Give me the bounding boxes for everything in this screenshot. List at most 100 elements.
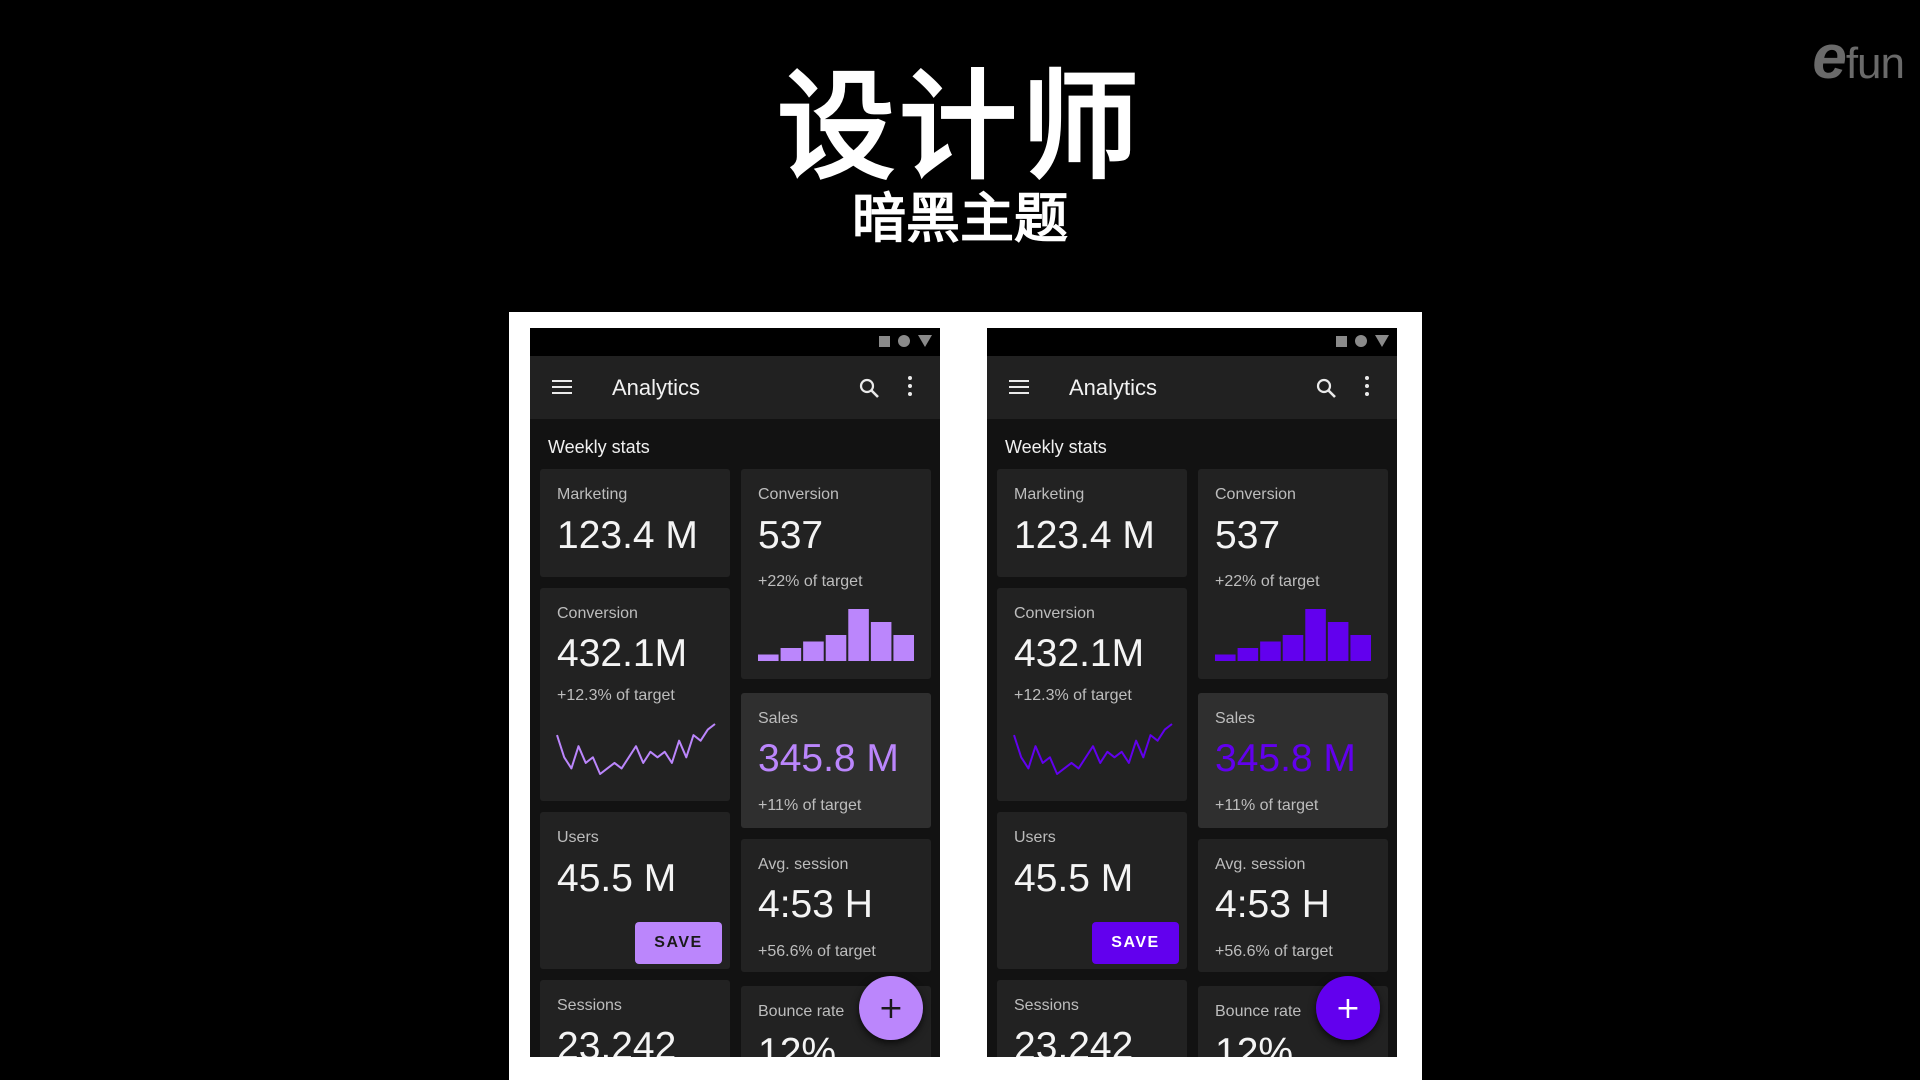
card-label: Conversion	[1014, 605, 1095, 622]
recent-apps-icon	[879, 335, 890, 347]
bar-1	[780, 648, 802, 661]
brand-logo: efun	[1812, 23, 1905, 92]
bar-0	[1215, 654, 1236, 661]
app-title: Analytics	[612, 375, 701, 400]
card-label: Users	[1014, 829, 1056, 846]
more-vert-icon[interactable]	[1363, 376, 1371, 400]
more-vert-icon[interactable]	[906, 376, 914, 400]
section-title: Weekly stats	[1005, 437, 1107, 457]
sessions-card[interactable]: Sessions 23,242	[540, 980, 730, 1057]
bar-1	[1237, 648, 1259, 661]
card-value: 345.8 M	[758, 737, 899, 780]
card-label: Sessions	[1014, 997, 1079, 1014]
bar-2	[803, 641, 824, 661]
card-value: 432.1M	[1014, 632, 1145, 675]
bar-2	[1260, 641, 1281, 661]
avg-session-card[interactable]: Avg. session 4:53 H +56.6% of target	[1198, 839, 1388, 972]
bar-0	[758, 654, 779, 661]
save-button[interactable]: SAVE	[1092, 922, 1179, 964]
card-label: Avg. session	[1215, 856, 1306, 873]
card-value: 12%	[1215, 1031, 1294, 1057]
card-value: 12%	[758, 1031, 837, 1057]
status-bar	[530, 328, 940, 356]
page-subtitle: 暗黑主题	[852, 187, 1068, 250]
card-label: Conversion	[557, 605, 638, 622]
card-label: Sales	[758, 710, 799, 727]
card-subtitle: +12.3% of target	[557, 687, 675, 704]
card-label: Users	[557, 829, 599, 846]
signal-icon	[918, 335, 932, 347]
menu-icon[interactable]	[1009, 380, 1029, 395]
card-subtitle: +12.3% of target	[1014, 687, 1132, 704]
avg-session-card[interactable]: Avg. session 4:53 H +56.6% of target	[741, 839, 931, 972]
card-value: 345.8 M	[1215, 737, 1356, 780]
conversion-bars-card[interactable]: Conversion 537 +22% of target	[741, 469, 931, 679]
app-title: Analytics	[1069, 375, 1158, 400]
card-value: 23,242	[1014, 1025, 1134, 1057]
app-bar: Analytics	[530, 356, 940, 419]
card-label: Conversion	[1215, 486, 1296, 503]
sparkline-chart	[1013, 723, 1173, 775]
save-button[interactable]: SAVE	[635, 922, 722, 964]
status-bar	[987, 328, 1397, 356]
card-value: 432.1M	[557, 632, 688, 675]
search-icon[interactable]	[1314, 376, 1338, 400]
app-bar: Analytics	[987, 356, 1397, 419]
conversion-bars-card[interactable]: Conversion 537 +22% of target	[1198, 469, 1388, 679]
sparkline-path	[556, 723, 716, 775]
add-fab-button[interactable]: +	[1316, 976, 1380, 1040]
card-subtitle: +11% of target	[758, 797, 862, 814]
phone-dark-accent: Analytics Weekly stats Marketing 123.4 M…	[987, 328, 1397, 1057]
card-label: Conversion	[758, 486, 839, 503]
card-label: Marketing	[1014, 486, 1085, 503]
sales-card[interactable]: Sales 345.8 M +11% of target	[741, 693, 931, 828]
sales-card[interactable]: Sales 345.8 M +11% of target	[1198, 693, 1388, 828]
bar-5	[870, 622, 892, 661]
card-subtitle: +22% of target	[1215, 573, 1320, 590]
home-icon	[1355, 335, 1367, 347]
card-label: Sales	[1215, 710, 1256, 727]
signal-icon	[1375, 335, 1389, 347]
recent-apps-icon	[1336, 335, 1347, 347]
card-label: Bounce rate	[758, 1003, 845, 1020]
sessions-card[interactable]: Sessions 23,242	[997, 980, 1187, 1057]
add-fab-button[interactable]: +	[859, 976, 923, 1040]
card-label: Marketing	[557, 486, 628, 503]
card-value: 123.4 M	[1014, 514, 1155, 557]
card-label: Avg. session	[758, 856, 849, 873]
page-title: 设计师	[776, 58, 1143, 196]
phone-light-accent: Analytics Weekly stats Marketing 123.4 M…	[530, 328, 940, 1057]
marketing-card[interactable]: Marketing 123.4 M	[997, 469, 1187, 577]
menu-icon[interactable]	[552, 380, 572, 395]
card-value: 45.5 M	[557, 857, 677, 900]
section-title: Weekly stats	[548, 437, 650, 457]
bar-3	[1282, 635, 1304, 661]
card-value: 23,242	[557, 1025, 677, 1057]
sparkline-chart	[556, 723, 716, 775]
bar-6	[1350, 635, 1371, 661]
card-value: 123.4 M	[557, 514, 698, 557]
bar-chart	[758, 609, 914, 661]
sparkline-path	[1013, 723, 1173, 775]
card-subtitle: +11% of target	[1215, 797, 1319, 814]
users-card[interactable]: Users 45.5 M SAVE	[997, 812, 1187, 969]
bar-6	[893, 635, 914, 661]
conversion-line-card[interactable]: Conversion 432.1M +12.3% of target	[540, 588, 730, 801]
card-subtitle: +56.6% of target	[758, 943, 876, 960]
search-icon[interactable]	[857, 376, 881, 400]
marketing-card[interactable]: Marketing 123.4 M	[540, 469, 730, 577]
card-value: 45.5 M	[1014, 857, 1134, 900]
bar-4	[848, 609, 869, 661]
bar-3	[825, 635, 847, 661]
conversion-line-card[interactable]: Conversion 432.1M +12.3% of target	[997, 588, 1187, 801]
users-card[interactable]: Users 45.5 M SAVE	[540, 812, 730, 969]
bar-chart	[1215, 609, 1371, 661]
card-value: 537	[1215, 514, 1281, 557]
card-value: 4:53 H	[758, 883, 873, 926]
bar-4	[1305, 609, 1326, 661]
card-label: Sessions	[557, 997, 622, 1014]
card-subtitle: +22% of target	[758, 573, 863, 590]
card-value: 4:53 H	[1215, 883, 1330, 926]
home-icon	[898, 335, 910, 347]
bar-5	[1327, 622, 1349, 661]
